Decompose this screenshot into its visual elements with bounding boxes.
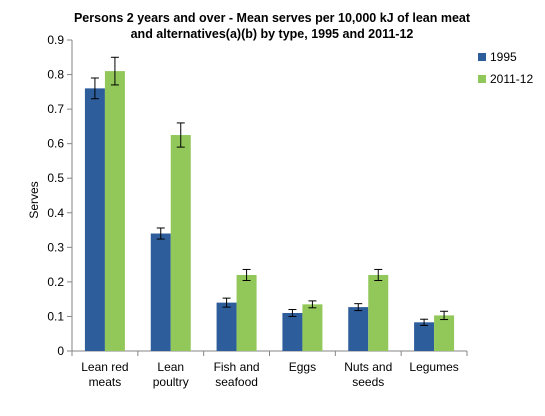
legend-swatch-2011-12 xyxy=(478,75,486,83)
x-tick-label-line: Eggs xyxy=(289,360,316,374)
plot-area: 0 0.1 0.2 0.3 0.4 0.5 0.6 0.7 0.8 0.9 Lean red meat… xyxy=(47,33,468,389)
y-tick-label: 0 xyxy=(57,344,64,358)
x-tick-label: Legumes xyxy=(409,360,458,374)
chart-title-line-1: Persons 2 years and over - Mean serves p… xyxy=(74,11,471,25)
bar-2011-12 xyxy=(368,274,389,351)
x-tick-label-line: seafood xyxy=(215,375,258,389)
x-tick-label: Fish and seafood xyxy=(214,360,260,389)
x-tick-label-line: Lean xyxy=(157,360,184,374)
x-tick-label: Lean poultry xyxy=(153,360,189,389)
legend-label: 2011-12 xyxy=(490,72,533,86)
bar-1995 xyxy=(216,302,237,351)
x-tick-label-line: Lean red xyxy=(81,360,128,374)
bar-2011-12 xyxy=(302,304,323,351)
x-tick-label-line: poultry xyxy=(153,375,189,389)
bar-2011-12 xyxy=(104,71,125,351)
chart-title: Persons 2 years and over - Mean serves p… xyxy=(74,11,471,41)
x-tick-label-line: seeds xyxy=(352,375,384,389)
bar-1995 xyxy=(282,312,303,351)
x-tick-label-line: meats xyxy=(89,375,122,389)
bar-2011-12 xyxy=(170,135,191,351)
x-tick-label: Lean red meats xyxy=(81,360,128,389)
y-tick-label: 0.5 xyxy=(47,171,64,185)
legend-label: 1995 xyxy=(490,50,517,64)
legend: 1995 2011-12 xyxy=(478,50,533,86)
bar-1995 xyxy=(150,233,171,351)
y-tick-label: 0.6 xyxy=(47,137,64,151)
y-tick-label: 0.8 xyxy=(47,68,64,82)
legend-swatch-1995 xyxy=(478,53,486,61)
x-tick-label-line: Nuts and xyxy=(344,360,392,374)
x-tick-label-line: Fish and xyxy=(214,360,260,374)
bar-2011-12 xyxy=(236,274,257,351)
y-tick-label: 0.4 xyxy=(47,206,64,220)
bar-1995 xyxy=(84,88,105,351)
bar-1995 xyxy=(348,307,369,351)
x-tick-label: Nuts and seeds xyxy=(344,360,392,389)
y-tick-label: 0.3 xyxy=(47,240,64,254)
x-tick-label-line: Legumes xyxy=(409,360,458,374)
x-tick-label: Eggs xyxy=(289,360,316,374)
y-axis-title: Serves xyxy=(27,181,41,218)
bar-2011-12 xyxy=(434,315,455,351)
y-tick-label: 0.1 xyxy=(47,309,64,323)
y-tick-label: 0.9 xyxy=(47,33,64,47)
y-tick-label: 0.7 xyxy=(47,102,64,116)
bar-1995 xyxy=(414,322,435,351)
chart-title-line-2: and alternatives(a)(b) by type, 1995 and… xyxy=(131,27,414,41)
y-tick-label: 0.2 xyxy=(47,275,64,289)
